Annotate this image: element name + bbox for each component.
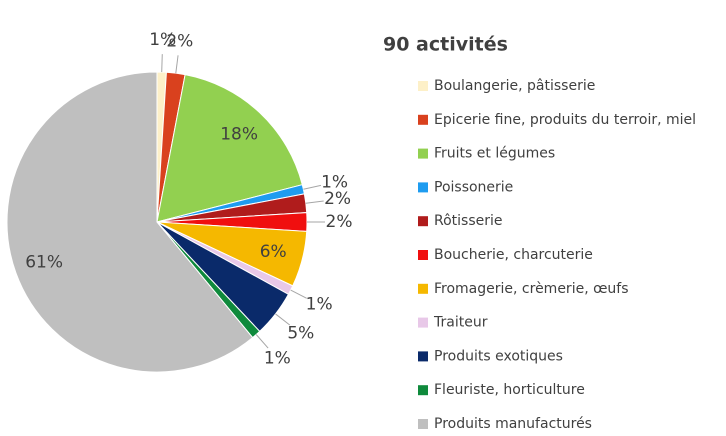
leader-line [161, 54, 163, 73]
legend-label: Fruits et légumes [434, 146, 555, 162]
leader-line [255, 334, 269, 349]
leader-line [290, 289, 307, 299]
data-label: 6% [260, 242, 287, 262]
data-label: 5% [287, 324, 314, 344]
legend-label: Fleuriste, horticulture [434, 382, 585, 398]
data-label: 2% [166, 31, 193, 51]
legend-swatch [418, 385, 428, 396]
legend-swatch [418, 317, 428, 328]
legend-swatch [418, 216, 428, 227]
legend-label: Epicerie fine, produits du terroir, miel [434, 112, 696, 128]
data-label: 1% [264, 349, 291, 369]
legend-label: Fromagerie, crèmerie, œufs [434, 281, 629, 297]
legend-swatch [418, 250, 428, 260]
data-label: 18% [220, 125, 258, 145]
leader-line [175, 55, 179, 74]
data-label: 2% [324, 189, 351, 209]
legend-swatch [418, 81, 428, 91]
pie-slice [156, 74, 303, 223]
leader-line [275, 313, 291, 326]
legend-swatch [418, 182, 428, 193]
pie-slice [6, 71, 254, 373]
data-label: 1% [306, 295, 333, 315]
chart-title: 90 activités [383, 34, 508, 56]
legend-swatch [418, 148, 428, 159]
legend-label: Boulangerie, pâtisserie [434, 78, 595, 94]
legend-label: Poissonerie [434, 179, 513, 195]
data-label: 1% [321, 172, 348, 192]
data-label: 1% [149, 30, 176, 50]
legend-swatch [418, 283, 428, 294]
leader-line [303, 184, 322, 190]
legend-label: Rôtisserie [434, 213, 503, 229]
legend-label: Boucherie, charcuterie [434, 247, 593, 263]
legend-label: Traiteur [433, 315, 488, 331]
legend-label: Produits manufacturés [434, 416, 592, 432]
legend-swatch [418, 114, 428, 125]
data-label: 61% [25, 253, 63, 273]
legend-swatch [418, 351, 428, 362]
legend-swatch [418, 419, 428, 429]
leader-line [305, 200, 324, 204]
legend-label: Produits exotiques [434, 348, 563, 364]
data-label: 2% [326, 212, 353, 232]
